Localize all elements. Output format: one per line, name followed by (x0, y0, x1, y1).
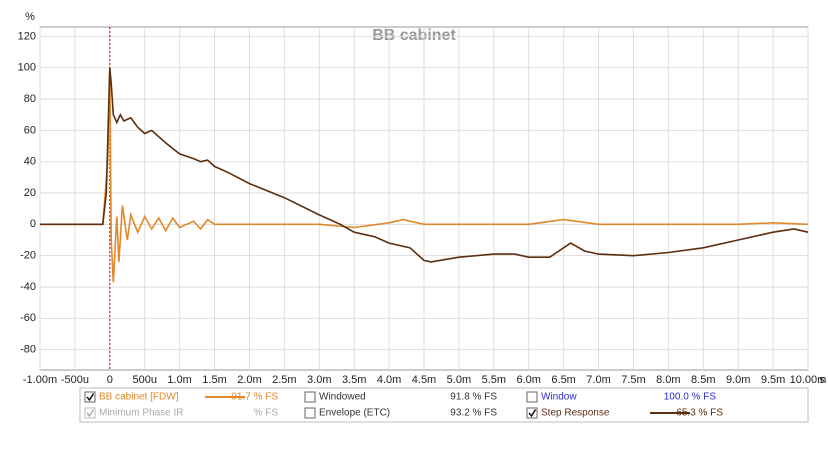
legend-panel (79, 387, 809, 423)
legend-reading: % FS (254, 408, 279, 419)
legend-label: Windowed (319, 392, 366, 403)
y-tick-label: -20 (20, 250, 36, 262)
x-tick-label: 3.5m (342, 374, 366, 386)
y-tick-label: 120 (18, 30, 36, 42)
legend-label: BB cabinet [FDW] (99, 392, 179, 403)
y-tick-label: 20 (24, 187, 36, 199)
x-tick-label: 1.5m (202, 374, 226, 386)
x-tick-label: 3.0m (307, 374, 331, 386)
x-tick-label: 8.5m (691, 374, 715, 386)
x-tick-label: -1.00m (23, 374, 57, 386)
x-tick-label: 6.0m (516, 374, 540, 386)
y-tick-label: -80 (20, 344, 36, 356)
y-tick-label: 40 (24, 156, 36, 168)
checkbox[interactable] (84, 391, 96, 403)
legend-reading: 93.2 % FS (450, 408, 497, 419)
y-tick-label: 60 (24, 124, 36, 136)
legend-reading: 65.3 % FS (676, 408, 723, 419)
x-tick-label: 0 (107, 374, 113, 386)
series-line (40, 67, 809, 283)
x-tick-label: 4.5m (412, 374, 436, 386)
legend-reading: 91.7 % FS (231, 392, 278, 403)
x-tick-label: 500u (132, 374, 156, 386)
legend-label: Minimum Phase IR (99, 408, 183, 419)
x-tick-label: 4.0m (377, 374, 401, 386)
checkbox[interactable] (84, 407, 96, 419)
series-line (40, 67, 809, 263)
x-tick-label: 9.5m (761, 374, 785, 386)
legend-reading: 100.0 % FS (664, 392, 717, 403)
y-tick-label: 0 (30, 218, 36, 230)
x-tick-label: 2.0m (237, 374, 261, 386)
y-tick-label: -60 (20, 312, 36, 324)
legend-label: Envelope (ETC) (319, 408, 390, 419)
x-tick-label: 9.0m (726, 374, 750, 386)
legend-label: Window (541, 392, 577, 403)
legend-label: Step Response (541, 408, 610, 419)
x-tick-label: -500u (61, 374, 89, 386)
checkbox[interactable] (526, 407, 538, 419)
y-tick-label: 80 (24, 93, 36, 105)
check-mark (86, 409, 95, 418)
x-tick-label: 1.0m (167, 374, 191, 386)
legend-reading: 91.8 % FS (450, 392, 497, 403)
checkbox[interactable] (526, 391, 538, 403)
x-tick-label: 5.5m (482, 374, 506, 386)
y-tick-label: -40 (20, 281, 36, 293)
x-tick-label: 6.5m (551, 374, 575, 386)
x-tick-label: 2.5m (272, 374, 296, 386)
checkbox[interactable] (304, 391, 316, 403)
x-tick-label: 10.00m (790, 374, 827, 386)
chart-title: BB cabinet (372, 27, 456, 44)
checkbox[interactable] (304, 407, 316, 419)
check-mark (528, 409, 537, 418)
x-tick-label: 7.0m (586, 374, 610, 386)
x-tick-label: 7.5m (621, 374, 645, 386)
check-mark (86, 393, 95, 402)
y-tick-label: 100 (18, 62, 36, 74)
x-tick-label: 8.0m (656, 374, 680, 386)
y-axis-label: % (25, 11, 35, 23)
x-tick-label: 5.0m (447, 374, 471, 386)
x-axis-unit: s (819, 374, 825, 386)
